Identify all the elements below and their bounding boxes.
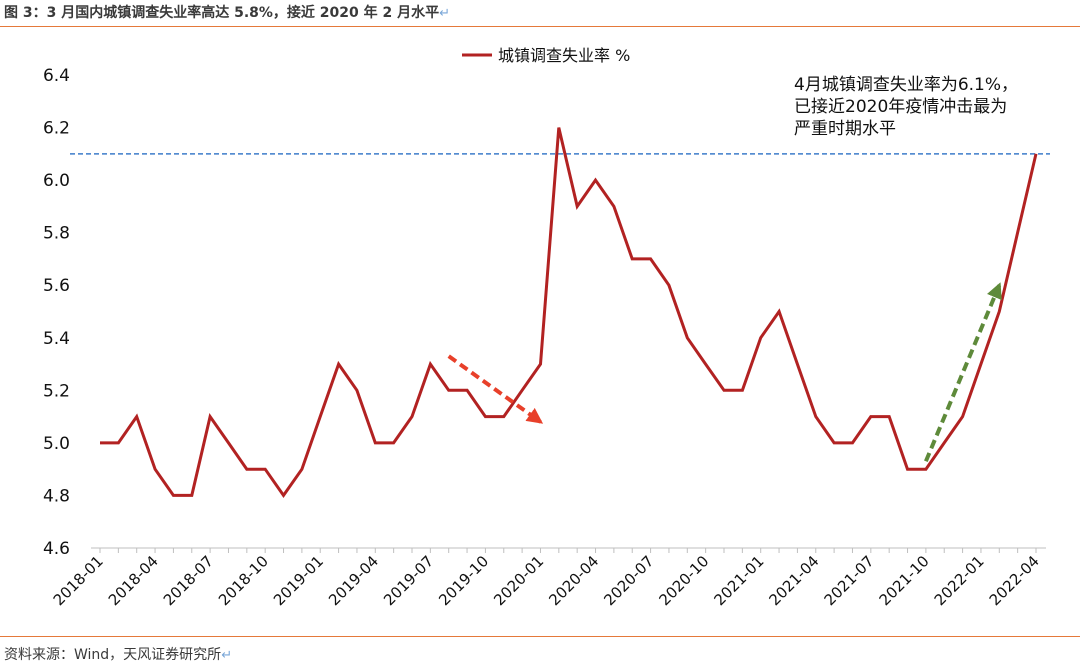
x-tick-label: 2021-07 [821,552,878,609]
x-tick-label: 2020-10 [655,552,712,609]
return-mark-icon: ↵ [221,648,233,663]
x-tick-label: 2019-07 [380,552,437,609]
rise-arrow [924,282,1002,463]
y-tick-label: 6.4 [43,66,70,86]
legend-label: 城镇调查失业率 % [498,46,630,65]
y-axis: 4.6 4.8 5.0 5.2 5.4 5.6 5.8 6.0 6.2 6.4 [43,66,70,559]
x-tick-label: 2018-10 [215,552,272,609]
y-tick-label: 5.0 [43,434,70,454]
annotation-text: 4月城镇调查失业率为6.1%， 已接近2020年疫情冲击最为 严重时期水平 [794,75,1023,139]
x-tick-label: 2018-01 [50,552,107,609]
figure-caption-text: 图 3：3 月国内城镇调查失业率高达 5.8%，接近 2020 年 2 月水平 [4,5,440,21]
x-tick-label: 2020-07 [600,552,657,609]
x-tick-label: 2018-07 [160,552,217,609]
y-tick-label: 4.6 [43,539,70,559]
y-tick-label: 6.0 [43,171,70,191]
y-tick-label: 5.8 [43,224,70,244]
legend: 城镇调查失业率 % [462,46,630,65]
source-text: 资料来源：Wind，天风证券研究所 [4,647,222,663]
x-tick-label: 2021-01 [710,552,767,609]
figure-caption: 图 3：3 月国内城镇调查失业率高达 5.8%，接近 2020 年 2 月水平↵ [4,2,450,24]
y-tick-label: 5.2 [43,381,70,401]
series-line [100,127,1038,499]
y-tick-label: 5.6 [43,276,70,296]
annotation-line-3: 严重时期水平 [794,119,896,139]
x-tick-label: 2019-04 [325,552,382,609]
x-tick-label: 2019-01 [270,552,327,609]
decline-arrow [447,354,544,424]
x-tick-label: 2019-10 [435,552,492,609]
source-note: 资料来源：Wind，天风证券研究所↵ [4,644,232,664]
x-tick-label: 2021-10 [876,552,933,609]
annotation-line-1: 4月城镇调查失业率为6.1%， [794,75,1018,95]
x-tick-label: 2018-04 [105,552,162,609]
x-tick-label: 2020-04 [545,552,602,609]
y-tick-label: 6.2 [43,119,70,139]
x-axis: 2018-012018-042018-072018-102019-012019-… [50,547,1046,609]
y-tick-label: 4.8 [43,486,70,506]
series-layer [100,127,1038,499]
x-tick-label: 2021-04 [766,552,823,609]
x-tick-label: 2022-01 [931,552,988,609]
bottom-rule [0,636,1080,637]
annotation-line-2: 已接近2020年疫情冲击最为 [794,97,1007,117]
y-tick-label: 5.4 [43,329,70,349]
return-mark-icon: ↵ [439,6,451,21]
top-rule [0,26,1080,27]
arrow-layer [447,282,1002,463]
x-tick-label: 2020-01 [490,552,547,609]
x-tick-label: 2022-04 [986,552,1043,609]
line-chart: 4.64.85.05.25.45.65.86.06.26.4 2018-0120… [43,46,1050,609]
